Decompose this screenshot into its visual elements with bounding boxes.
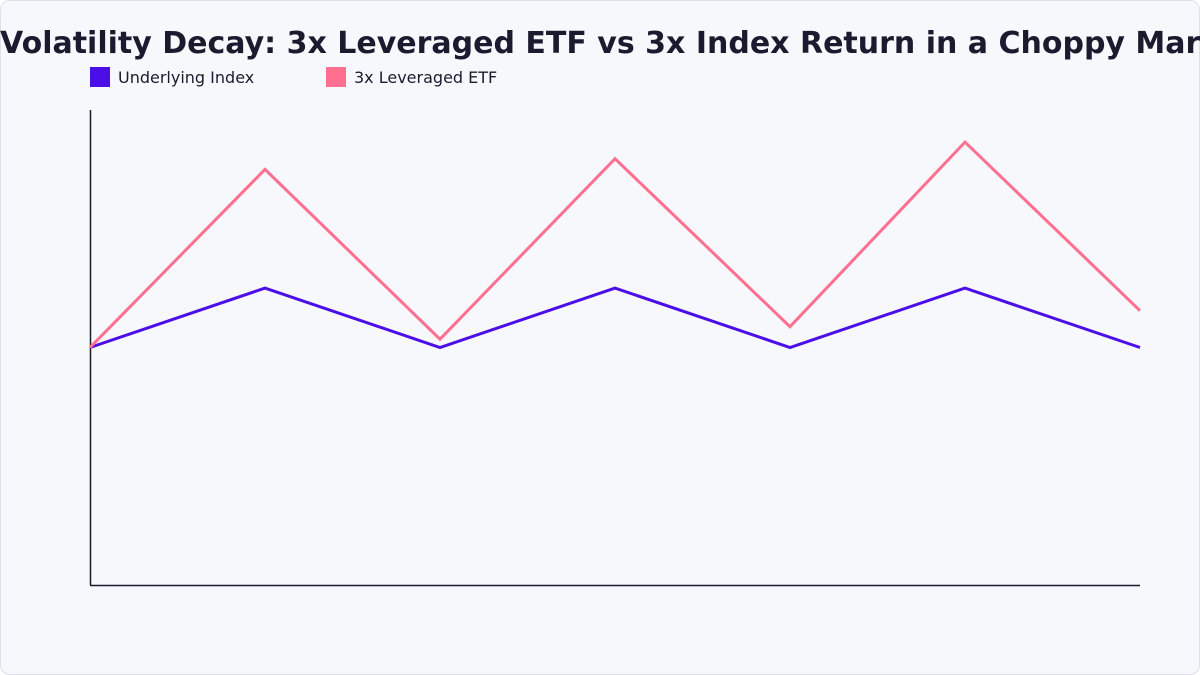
legend-label-underlying-index: Underlying Index (118, 67, 255, 87)
chart-title: Volatility Decay: 3x Leveraged ETF vs 3x… (0, 26, 1200, 61)
series-line-underlying-index (89, 286, 1141, 350)
legend-label-3x-leveraged-etf: 3x Leveraged ETF (354, 67, 498, 87)
legend-item-3x-leveraged-etf: 3x Leveraged ETF (326, 66, 497, 88)
legend-swatch-3x-leveraged-etf (326, 67, 346, 87)
legend-swatch-underlying-index (90, 67, 110, 87)
legend-item-underlying-index: Underlying Index (90, 66, 254, 88)
series-layer (88, 139, 1142, 350)
series-line-3x-leveraged-etf (88, 139, 1142, 349)
